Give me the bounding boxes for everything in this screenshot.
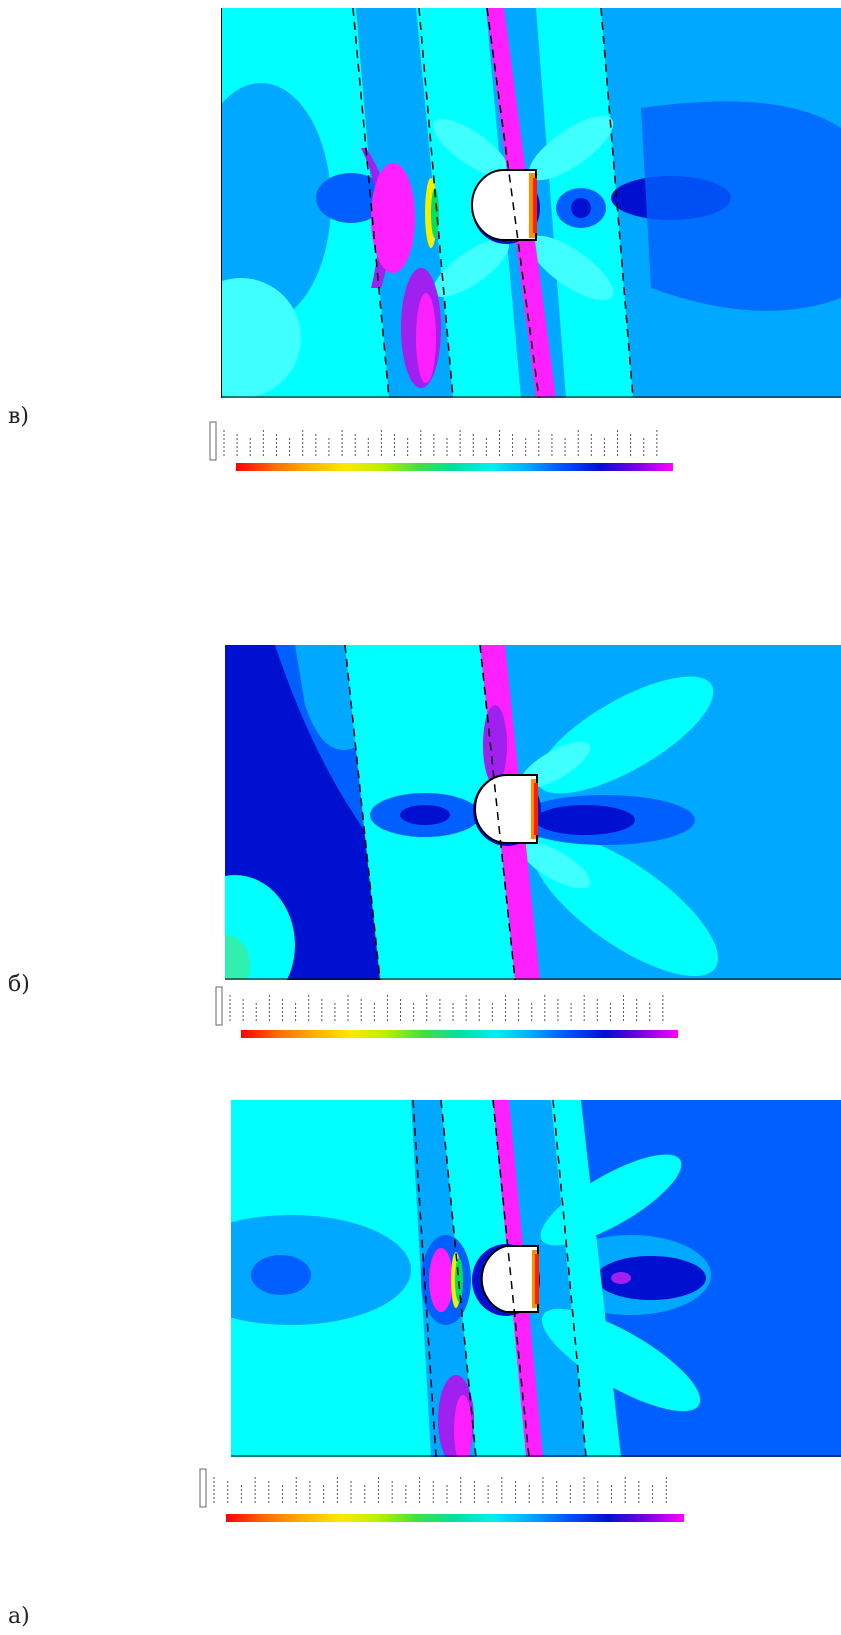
panel-label-b: б) <box>8 972 30 997</box>
stress-field-plot-v <box>221 8 841 398</box>
panel-label-v: в) <box>8 404 29 429</box>
colorbar-tick-labels-v <box>209 421 658 461</box>
colorbar-b <box>241 1030 678 1038</box>
panel-label-a: а) <box>8 1604 30 1629</box>
stress-field-plot-a <box>231 1100 841 1457</box>
colorbar-tick-labels-a <box>199 1468 667 1508</box>
stress-field-plot-b <box>225 645 841 980</box>
colorbar-v <box>236 463 673 471</box>
colorbar-tick-labels-b <box>215 986 664 1026</box>
colorbar-a <box>226 1514 684 1522</box>
